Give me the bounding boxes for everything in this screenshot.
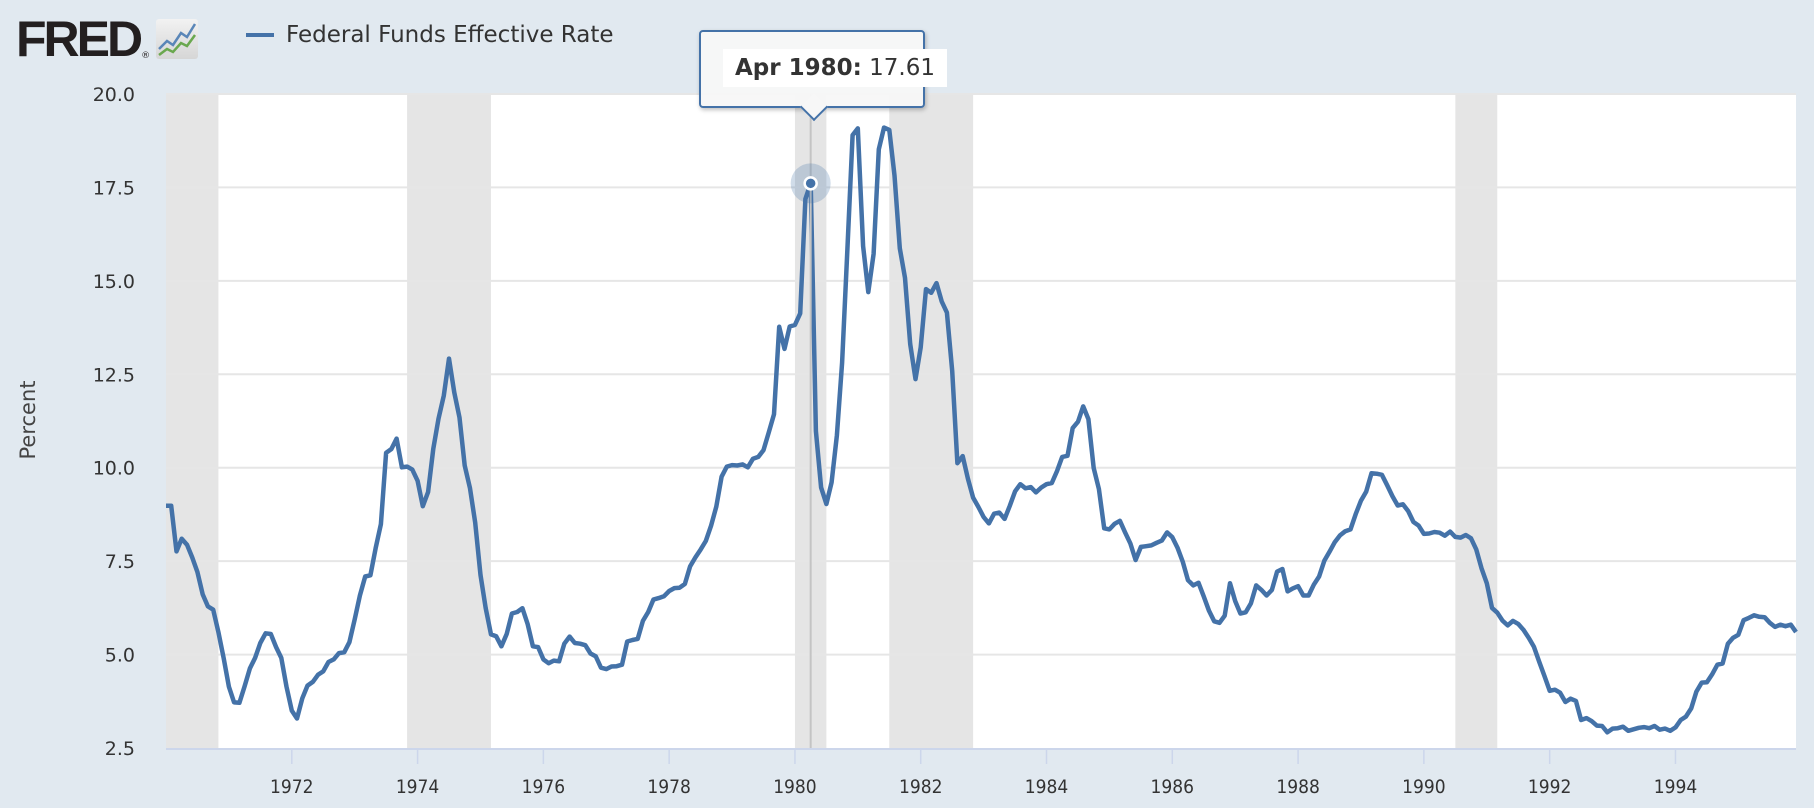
x-tick-label: 1978 bbox=[647, 776, 691, 798]
y-tick-label: 10.0 bbox=[93, 458, 135, 480]
x-axis: 1972 1974 1976 1978 1980 1982 1984 1986 1988 1990… bbox=[166, 748, 1796, 798]
x-tick-label: 1988 bbox=[1276, 776, 1320, 798]
x-tick-label: 1986 bbox=[1151, 776, 1195, 798]
fred-logo[interactable]: FRED ® bbox=[16, 11, 199, 67]
x-tick-label: 1976 bbox=[522, 776, 566, 798]
x-tick-label: 1990 bbox=[1402, 776, 1446, 798]
x-tick-label: 1982 bbox=[899, 776, 943, 798]
y-tick-label: 20.0 bbox=[93, 84, 135, 106]
y-tick-label: 5.0 bbox=[105, 645, 135, 667]
grid-lines bbox=[166, 93, 1796, 656]
legend-label: Federal Funds Effective Rate bbox=[286, 22, 614, 48]
x-tick-label: 1984 bbox=[1025, 776, 1069, 798]
y-tick-label: 7.5 bbox=[105, 551, 135, 573]
recession-band bbox=[166, 94, 219, 748]
recession-band bbox=[1455, 94, 1498, 748]
chart-trend-icon bbox=[156, 19, 199, 59]
x-tick-label: 1972 bbox=[270, 776, 314, 798]
data-tooltip: Apr 1980: 17.61 bbox=[699, 30, 947, 122]
fred-logo-text: FRED bbox=[16, 11, 143, 67]
y-tick-label: 12.5 bbox=[93, 364, 135, 386]
x-tick-label: 1974 bbox=[396, 776, 440, 798]
series-line bbox=[166, 125, 1798, 735]
y-tick-label: 15.0 bbox=[93, 271, 135, 293]
chart-legend[interactable]: Federal Funds Effective Rate bbox=[246, 22, 614, 48]
tooltip-date: Apr 1980: bbox=[735, 55, 862, 81]
registered-mark: ® bbox=[141, 51, 151, 61]
y-tick-label: 17.5 bbox=[93, 177, 135, 199]
legend-swatch bbox=[246, 33, 274, 37]
hover-group bbox=[790, 94, 831, 748]
y-axis: 2.5 5.0 7.5 10.0 12.5 15.0 17.5 20.0 bbox=[93, 84, 135, 760]
x-tick-label: 1992 bbox=[1528, 776, 1572, 798]
x-tick-label: 1980 bbox=[773, 776, 817, 798]
tooltip-value: 17.61 bbox=[869, 55, 935, 81]
hover-marker bbox=[803, 176, 818, 191]
x-tick-label: 1994 bbox=[1654, 776, 1698, 798]
y-tick-label: 2.5 bbox=[105, 738, 135, 760]
recession-band bbox=[407, 94, 491, 748]
series-group bbox=[165, 125, 1798, 735]
tooltip-content: Apr 1980: 17.61 bbox=[723, 49, 947, 87]
recession-band bbox=[889, 94, 974, 748]
